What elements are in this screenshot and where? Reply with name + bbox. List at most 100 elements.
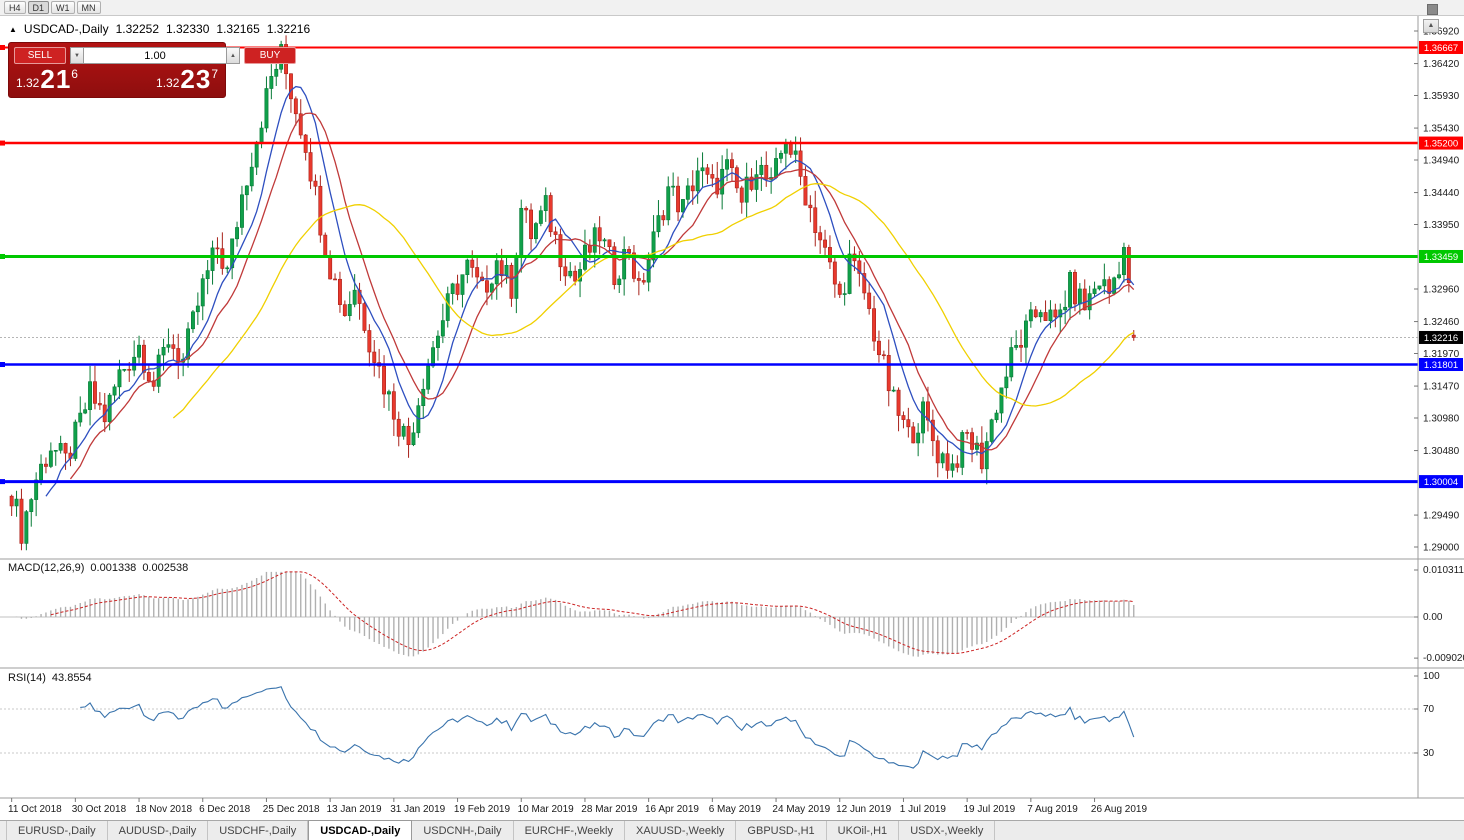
svg-text:7 Aug 2019: 7 Aug 2019 bbox=[1027, 804, 1078, 815]
svg-text:6 Dec 2018: 6 Dec 2018 bbox=[199, 804, 251, 815]
svg-text:31 Jan 2019: 31 Jan 2019 bbox=[390, 804, 445, 815]
macd-histogram bbox=[15, 571, 1135, 657]
svg-text:1.34940: 1.34940 bbox=[1423, 156, 1460, 167]
chart-tab-eurusddaily[interactable]: EURUSD-,Daily bbox=[6, 821, 108, 840]
chart-scroll-button[interactable]: ▲ bbox=[1423, 19, 1439, 33]
horizontal-lines[interactable] bbox=[0, 44, 1418, 485]
chart-tab-usdcaddaily[interactable]: USDCAD-,Daily bbox=[308, 820, 413, 840]
buy-price-prefix: 1.32 bbox=[156, 76, 180, 90]
svg-text:1.30004: 1.30004 bbox=[1424, 477, 1458, 488]
buy-price[interactable]: 1.32 23 7 bbox=[156, 66, 218, 92]
svg-text:0.00: 0.00 bbox=[1423, 612, 1443, 623]
macd-value-2: 0.002538 bbox=[142, 562, 189, 574]
candles bbox=[9, 35, 1136, 551]
ohlc-open: 1.32252 bbox=[115, 22, 159, 36]
svg-text:1.31801: 1.31801 bbox=[1424, 360, 1458, 371]
buy-button[interactable]: BUY bbox=[244, 47, 296, 64]
svg-text:1.32216: 1.32216 bbox=[1424, 333, 1458, 344]
chart-title: ▲ USDCAD-,Daily 1.32252 1.32330 1.32165 … bbox=[9, 22, 310, 36]
chart-tab-eurchfweekly[interactable]: EURCHF-,Weekly bbox=[514, 821, 625, 840]
svg-text:1.30980: 1.30980 bbox=[1423, 414, 1460, 425]
chart-tab-ukoilh1[interactable]: UKOil-,H1 bbox=[827, 821, 900, 840]
svg-text:1.34440: 1.34440 bbox=[1423, 188, 1460, 199]
price-tag-1.31801 bbox=[1419, 358, 1463, 372]
volume-decrease-button[interactable]: ▼ bbox=[70, 47, 84, 64]
chart-area[interactable]: 1.36920 1.36420 1.35930 1.35430 1.34940 1.344… bbox=[0, 16, 1464, 820]
date-axis: 11 Oct 2018 30 Oct 2018 18 Nov 2018 6 Dec 2… bbox=[8, 798, 1148, 815]
svg-text:19 Jul 2019: 19 Jul 2019 bbox=[964, 804, 1016, 815]
macd-label: MACD(12,26,9) 0.001338 0.002538 bbox=[8, 562, 194, 574]
sell-price[interactable]: 1.32 21 6 bbox=[16, 66, 78, 92]
volume-increase-button[interactable]: ▲ bbox=[226, 47, 240, 64]
chart-tab-gbpusdh1[interactable]: GBPUSD-,H1 bbox=[736, 821, 827, 840]
volume-control: ▼ ▲ bbox=[70, 47, 240, 64]
svg-text:1.35430: 1.35430 bbox=[1423, 124, 1460, 135]
rsi-line bbox=[80, 686, 1135, 769]
buy-price-sup: 7 bbox=[211, 67, 218, 81]
svg-text:28 Mar 2019: 28 Mar 2019 bbox=[581, 804, 638, 815]
svg-text:18 Nov 2018: 18 Nov 2018 bbox=[135, 804, 192, 815]
sell-button[interactable]: SELL bbox=[14, 47, 66, 64]
svg-text:11 Oct 2018: 11 Oct 2018 bbox=[8, 804, 62, 815]
svg-text:1.36920: 1.36920 bbox=[1423, 27, 1460, 38]
svg-text:1.29000: 1.29000 bbox=[1423, 543, 1460, 554]
macd-signal-line bbox=[50, 571, 1134, 654]
svg-text:1.31470: 1.31470 bbox=[1423, 382, 1460, 393]
timeframe-button-w1[interactable]: W1 bbox=[51, 1, 75, 14]
main-chart-canvas[interactable]: 1.36920 1.36420 1.35930 1.35430 1.34940 1.344… bbox=[0, 16, 1464, 820]
chart-tabs-bar: EURUSD-,Daily AUDUSD-,Daily USDCHF-,Daily U… bbox=[0, 820, 1464, 840]
timeframe-button-d1[interactable]: D1 bbox=[27, 1, 50, 14]
chart-tab-xauusdweekly[interactable]: XAUUSD-,Weekly bbox=[625, 821, 737, 840]
svg-text:12 Jun 2019: 12 Jun 2019 bbox=[836, 804, 891, 815]
macd-value-1: 0.001338 bbox=[90, 562, 137, 574]
price-tag-1.33459 bbox=[1419, 249, 1463, 263]
svg-text:26 Aug 2019: 26 Aug 2019 bbox=[1091, 804, 1148, 815]
svg-text:30: 30 bbox=[1423, 748, 1435, 759]
svg-text:70: 70 bbox=[1423, 704, 1435, 715]
chart-tab-usdxweekly[interactable]: USDX-,Weekly bbox=[899, 821, 996, 840]
timeframe-button-mn[interactable]: MN bbox=[76, 1, 101, 14]
svg-text:1.36667: 1.36667 bbox=[1424, 43, 1458, 54]
chart-tab-usdcnhdaily[interactable]: USDCNH-,Daily bbox=[412, 821, 514, 840]
svg-text:1 Jul 2019: 1 Jul 2019 bbox=[900, 804, 947, 815]
svg-text:25 Dec 2018: 25 Dec 2018 bbox=[263, 804, 320, 815]
svg-text:100: 100 bbox=[1423, 671, 1440, 682]
chart-tab-audusddaily[interactable]: AUDUSD-,Daily bbox=[108, 821, 209, 840]
price-tag-1.36667 bbox=[1419, 40, 1463, 54]
svg-text:1.35930: 1.35930 bbox=[1423, 91, 1460, 102]
chart-symbol-label: USDCAD-,Daily bbox=[23, 22, 109, 36]
sell-price-prefix: 1.32 bbox=[16, 76, 40, 90]
price-tag-1.32216 bbox=[1419, 330, 1463, 344]
ohlc-high: 1.32330 bbox=[166, 22, 210, 36]
chart-tab-usdchfdaily[interactable]: USDCHF-,Daily bbox=[208, 821, 309, 840]
svg-text:6 May 2019: 6 May 2019 bbox=[709, 804, 762, 815]
svg-text:19 Feb 2019: 19 Feb 2019 bbox=[454, 804, 511, 815]
svg-text:1.29490: 1.29490 bbox=[1423, 511, 1460, 522]
volume-input[interactable] bbox=[84, 47, 226, 64]
ma-line-8 bbox=[45, 85, 1135, 497]
svg-text:1.35200: 1.35200 bbox=[1424, 139, 1458, 150]
trade-panel-prices: 1.32 21 6 1.32 23 7 bbox=[14, 66, 220, 92]
svg-text:1.33950: 1.33950 bbox=[1423, 220, 1460, 231]
svg-text:10 Mar 2019: 10 Mar 2019 bbox=[518, 804, 575, 815]
timeframe-toolbar: H4 D1 W1 MN bbox=[0, 0, 1464, 16]
timeframe-button-h4[interactable]: H4 bbox=[4, 1, 26, 14]
macd-name: MACD(12,26,9) bbox=[8, 562, 85, 574]
ohlc-close: 1.32216 bbox=[266, 22, 311, 36]
svg-text:1.32960: 1.32960 bbox=[1423, 285, 1460, 296]
rsi-name: RSI(14) bbox=[8, 672, 46, 684]
buy-price-big: 23 bbox=[180, 64, 212, 94]
rsi-label: RSI(14) 43.8554 bbox=[8, 672, 98, 684]
symbol-arrow-icon: ▲ bbox=[9, 24, 17, 34]
axes: 1.36920 1.36420 1.35930 1.35430 1.34940 1.344… bbox=[0, 16, 1464, 815]
svg-text:13 Jan 2019: 13 Jan 2019 bbox=[327, 804, 382, 815]
ohlc-low: 1.32165 bbox=[216, 22, 260, 36]
svg-text:-0.0090203: -0.0090203 bbox=[1423, 653, 1464, 664]
price-tag-1.35200 bbox=[1419, 136, 1463, 150]
svg-text:24 May 2019: 24 May 2019 bbox=[772, 804, 830, 815]
sell-price-sup: 6 bbox=[71, 67, 78, 81]
toolbar-handle-icon bbox=[1427, 4, 1438, 15]
svg-text:1.36420: 1.36420 bbox=[1423, 59, 1460, 70]
svg-text:30 Oct 2018: 30 Oct 2018 bbox=[72, 804, 127, 815]
svg-text:1.30480: 1.30480 bbox=[1423, 446, 1460, 457]
